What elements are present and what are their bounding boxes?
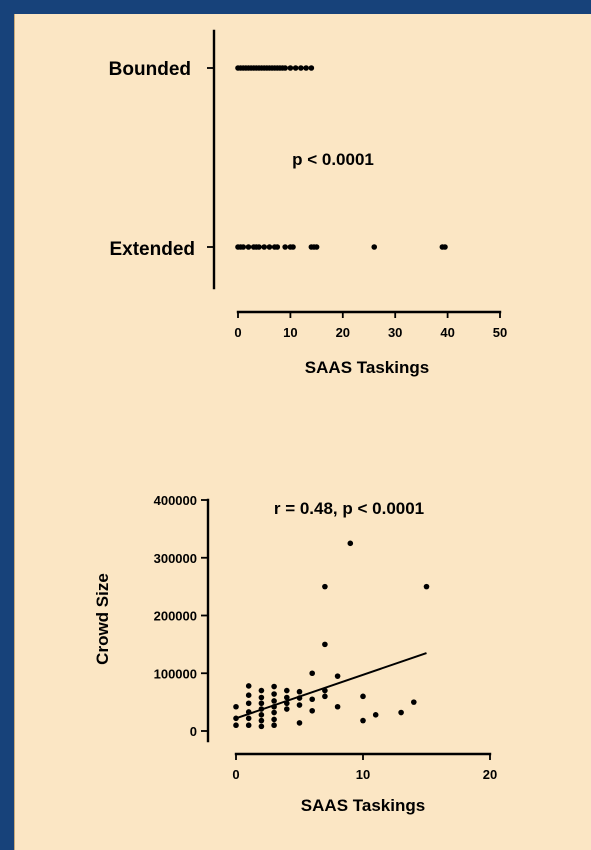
scatter-data-point [284, 694, 290, 701]
scatter-data-point [309, 696, 316, 703]
scatter-data-point [284, 687, 290, 694]
figure-panel: Bounded Extended 0 10 20 30 40 50 SAAS Taskin… [14, 14, 591, 850]
strip-data-point [298, 65, 304, 71]
scatter-x-tick-label: 10 [356, 767, 370, 782]
scatter-x-tick-labels: 0 10 20 [232, 767, 497, 782]
scatter-data-point [322, 687, 328, 694]
scatter-x-tick-label: 0 [232, 767, 239, 782]
strip-points [235, 65, 448, 250]
strip-data-point [282, 65, 288, 71]
strip-x-tick-label: 10 [283, 325, 297, 340]
scatter-data-point [322, 583, 328, 590]
scatter-x-axis-title: SAAS Taskings [301, 796, 425, 815]
strip-data-point [266, 244, 273, 250]
scatter-data-point [360, 717, 366, 724]
strip-data-point [240, 244, 247, 250]
strip-data-point [290, 244, 296, 250]
scatter-data-point [258, 700, 265, 707]
scatter-points [233, 540, 430, 730]
scatter-data-point [271, 691, 277, 697]
strip-data-point [245, 244, 252, 250]
scatter-chart: 0 100000 200000 300000 400000 0 10 20 Crowd Si… [93, 493, 497, 815]
figure-svg: Bounded Extended 0 10 20 30 40 50 SAAS Taskin… [93, 29, 507, 815]
strip-data-point [261, 244, 267, 250]
scatter-x-tick-label: 20 [483, 767, 497, 782]
scatter-data-point [296, 702, 303, 708]
scatter-data-point [372, 712, 379, 718]
scatter-data-point [245, 715, 252, 722]
scatter-x-ticks [235, 754, 491, 760]
strip-data-point [274, 244, 281, 250]
strip-p-value-annotation: p < 0.0001 [292, 150, 374, 169]
scatter-data-point [411, 699, 417, 705]
scatter-data-point [423, 583, 430, 590]
scatter-data-point [271, 698, 277, 704]
scatter-y-tick-label: 400000 [154, 493, 197, 508]
scatter-data-point [271, 709, 277, 716]
scatter-data-point [271, 716, 277, 723]
scatter-data-point [271, 722, 277, 729]
scatter-data-point [271, 683, 277, 690]
scatter-y-tick-label: 100000 [154, 666, 197, 681]
scatter-data-point [258, 717, 265, 724]
strip-x-tick-label: 30 [388, 325, 402, 340]
scatter-data-point [334, 703, 341, 710]
strip-data-point [256, 244, 262, 250]
scatter-y-tick-label: 0 [190, 724, 197, 739]
category-label-extended: Extended [109, 239, 195, 260]
strip-x-ticks [237, 312, 501, 318]
scatter-data-point [309, 670, 316, 677]
scatter-data-point [284, 700, 290, 707]
category-label-bounded: Bounded [109, 59, 191, 80]
strip-data-point [308, 65, 315, 71]
scatter-data-point [398, 709, 404, 716]
correlation-annotation: r = 0.48, p < 0.0001 [274, 499, 424, 518]
trend-line [235, 652, 427, 720]
strip-data-point [287, 65, 294, 71]
scatter-data-point [360, 693, 366, 700]
strip-data-point [313, 244, 320, 250]
scatter-data-point [284, 706, 290, 712]
scatter-data-point [245, 692, 252, 698]
scatter-data-point [245, 683, 252, 689]
scatter-y-ticks [201, 499, 208, 732]
strip-x-tick-labels: 0 10 20 30 40 50 [234, 325, 507, 340]
scatter-data-point [233, 703, 239, 710]
strip-x-tick-label: 40 [440, 325, 454, 340]
scatter-data-point [334, 673, 341, 679]
strip-data-point [282, 244, 288, 250]
scatter-data-point [258, 694, 265, 701]
scatter-data-point [309, 707, 316, 714]
scatter-data-point [245, 722, 252, 729]
scatter-y-tick-label: 300000 [154, 551, 197, 566]
scatter-data-point [296, 695, 303, 701]
strip-data-point [442, 244, 448, 250]
scatter-y-tick-labels: 0 100000 200000 300000 400000 [154, 493, 197, 739]
scatter-data-point [347, 540, 354, 547]
scatter-data-point [245, 700, 252, 707]
strip-data-point [371, 244, 378, 250]
scatter-y-tick-label: 200000 [154, 609, 197, 624]
strip-data-point [303, 65, 309, 71]
scatter-data-point [245, 709, 252, 715]
scatter-data-point [271, 703, 277, 710]
scatter-data-point [233, 722, 239, 729]
scatter-y-axis-title: Crowd Size [93, 573, 112, 665]
scatter-data-point [258, 712, 265, 718]
scatter-data-point [322, 641, 328, 648]
scatter-data-point [233, 715, 239, 722]
strip-x-tick-label: 0 [234, 325, 241, 340]
scatter-data-point [296, 720, 303, 726]
scatter-data-point [258, 723, 265, 730]
scatter-data-point [296, 688, 303, 695]
strip-x-axis-title: SAAS Taskings [305, 358, 429, 377]
scatter-data-point [258, 687, 265, 694]
scatter-data-point [258, 706, 265, 712]
scatter-data-point [322, 693, 328, 700]
strip-x-tick-label: 50 [493, 325, 507, 340]
strip-x-tick-label: 20 [336, 325, 350, 340]
strip-chart: Bounded Extended 0 10 20 30 40 50 SAAS Taskin… [109, 29, 507, 377]
strip-data-point [292, 65, 299, 71]
